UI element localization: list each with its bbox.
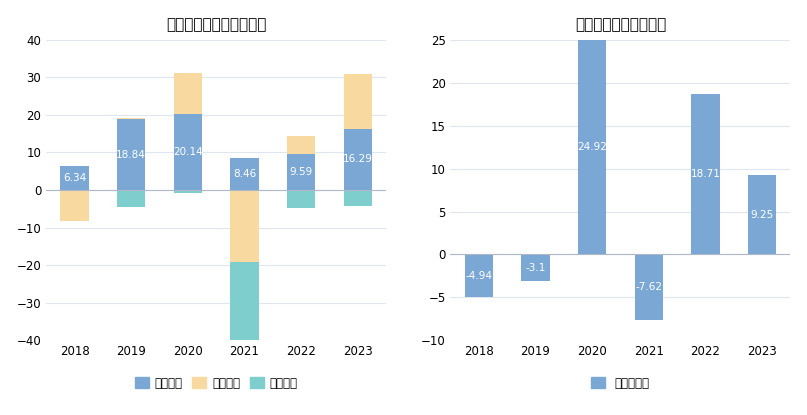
Text: 18.84: 18.84 bbox=[116, 150, 146, 160]
Bar bbox=[521, 254, 550, 281]
Bar bbox=[61, 190, 89, 221]
Text: 18.71: 18.71 bbox=[691, 169, 721, 179]
Text: 9.25: 9.25 bbox=[751, 210, 774, 220]
Text: 9.59: 9.59 bbox=[290, 167, 313, 177]
Bar bbox=[465, 254, 493, 297]
Bar bbox=[287, 136, 316, 154]
Text: 6.34: 6.34 bbox=[63, 173, 86, 183]
Title: 自由现金流量（亿元）: 自由现金流量（亿元） bbox=[575, 17, 666, 32]
Bar bbox=[287, 190, 316, 208]
Bar bbox=[61, 166, 89, 190]
Bar bbox=[692, 94, 720, 254]
Text: -4.94: -4.94 bbox=[466, 271, 492, 281]
Bar bbox=[174, 73, 202, 115]
Bar bbox=[230, 262, 259, 361]
Text: -3.1: -3.1 bbox=[525, 263, 546, 273]
Legend: 自由现金流: 自由现金流 bbox=[587, 372, 654, 395]
Bar bbox=[174, 190, 202, 193]
Bar bbox=[344, 190, 372, 206]
Bar bbox=[287, 154, 316, 190]
Text: 24.92: 24.92 bbox=[577, 142, 607, 152]
Bar bbox=[748, 175, 776, 254]
Text: 16.29: 16.29 bbox=[343, 154, 373, 164]
Bar bbox=[117, 119, 145, 190]
Text: 8.46: 8.46 bbox=[233, 169, 256, 179]
Text: -7.62: -7.62 bbox=[635, 282, 663, 292]
Bar bbox=[117, 190, 145, 207]
Bar bbox=[174, 115, 202, 190]
Bar bbox=[230, 158, 259, 190]
Text: 20.14: 20.14 bbox=[173, 147, 203, 157]
Legend: 经营活动, 筹资活动, 投资活动: 经营活动, 筹资活动, 投资活动 bbox=[130, 372, 303, 395]
Bar bbox=[344, 74, 372, 129]
Bar bbox=[578, 41, 606, 254]
Title: 柳工现金流净额（亿元）: 柳工现金流净额（亿元） bbox=[166, 17, 266, 32]
Bar bbox=[117, 118, 145, 119]
Bar bbox=[344, 129, 372, 190]
Bar bbox=[230, 190, 259, 262]
Bar bbox=[634, 254, 663, 320]
